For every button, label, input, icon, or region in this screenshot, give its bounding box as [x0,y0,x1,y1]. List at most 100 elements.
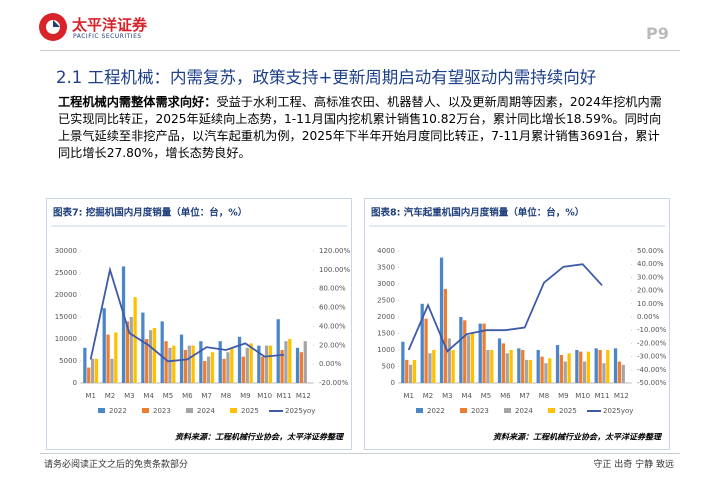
bar [241,356,246,383]
legend-label: 2022 [109,407,127,415]
x-tick-label: M8 [221,392,232,400]
bar [428,353,432,383]
legend-label: 2025yoy [285,407,315,415]
bar [544,363,548,383]
x-tick-label: M2 [105,392,116,400]
bar [517,348,521,383]
bar [183,350,188,383]
x-tick-label: M2 [423,392,434,400]
bar [94,358,99,383]
y2-tick-label: -20.00% [319,379,349,387]
bar [447,338,451,383]
x-tick-label: M12 [614,392,629,400]
y2-tick-label: -30.00% [637,353,667,361]
y-tick-label: 20000 [55,291,77,299]
bar [412,359,417,383]
y-tick-label: 15000 [55,313,77,321]
bar [459,317,463,383]
bar [237,336,242,383]
y2-tick-label: 80.00% [319,285,346,293]
x-tick-label: M4 [461,392,472,400]
bar [210,352,215,383]
bar [230,347,234,383]
x-tick-label: M7 [519,392,530,400]
y2-tick-label: 0.00% [637,313,660,321]
bar [548,358,552,383]
y-tick-label: 2000 [377,313,395,321]
bar [602,363,606,383]
footer-rule [40,453,680,454]
legend-swatch [416,408,423,413]
bar [114,332,118,383]
bar [408,364,413,383]
bar [439,257,444,383]
bar [121,266,126,383]
legend-label: 2025 [241,407,259,415]
x-tick-label: M8 [539,392,550,400]
legend-label: 2025 [559,407,577,415]
legend-swatch [504,408,511,413]
source: 资料来源：工程机械行业协会，太平洋证券整理 [493,433,663,442]
y2-tick-label: 10.00% [637,300,664,308]
y2-tick-label: 20.00% [319,341,346,349]
source: 资料来源：工程机械行业协会，太平洋证券整理 [175,433,345,442]
bar [141,312,145,383]
x-tick-label: M7 [201,392,212,400]
chart-title: 图表8: 汽车起重机国内月度销量（单位：台，%） [371,207,584,219]
y-tick-label: 500 [382,363,395,371]
bar [168,347,172,383]
bar [482,323,486,383]
bar [226,352,230,383]
y-tick-label: 1000 [377,346,395,354]
y2-tick-label: 50.00% [637,247,664,255]
header-rule [40,50,680,51]
legend-swatch [142,408,149,413]
brand: 太平洋证券 [72,16,148,34]
x-tick-label: M11 [277,392,292,400]
bar [528,359,533,383]
bar [191,345,195,383]
footer-right: 守正 出奇 宁静 致远 [593,460,674,470]
bar [110,358,114,383]
bar [555,345,560,383]
paragraph: 工程机械内需整体需求向好：受益于水利工程、高标准农田、机器替人、以及更新周期等因… [58,94,664,162]
y-tick-label: 3000 [377,280,395,288]
bar [567,353,571,383]
y2-tick-label: 120.00% [319,247,350,255]
y-tick-label: 10000 [55,335,77,343]
chart-box: 图表7: 挖掘机国内月度销量（单位：台，%） 0 5000 10000 15000 200… [46,198,352,450]
bar [405,359,409,383]
paragraph-text: 受益于水利工程、高标准农田、机器替人、以及更新周期等因素，2024年挖机内需已实… [58,95,662,160]
legend-label: 2023 [153,407,171,415]
bar [129,317,133,383]
section-title: 2.1 工程机械：内需复苏，政策支持+更新周期启动有望驱动内需持续向好 [56,68,597,87]
bar [172,345,176,383]
x-tick-label: M3 [442,392,453,400]
y2-tick-label: -40.00% [637,366,667,374]
y2-tick-label: 40.00% [637,260,664,268]
line [407,263,603,353]
bar [280,350,284,383]
bar [83,347,87,383]
bar [617,361,622,383]
x-tick-label: M10 [257,392,272,400]
y-tick-label: 5000 [59,357,77,365]
y2-tick-label: 100.00% [319,266,350,274]
bar [264,345,269,383]
x-tick-label: M10 [575,392,590,400]
bar [540,356,544,383]
bar [245,347,249,383]
chart: 图表7: 挖掘机国内月度销量（单位：台，%） 0 5000 10000 15000 200… [51,207,350,442]
bar [490,350,494,383]
x-tick-label: M5 [163,392,174,400]
legend-swatch [548,408,555,413]
bar [133,297,137,383]
y2-tick-label: -10.00% [637,326,667,334]
legend-label: 2024 [515,407,533,415]
bar [463,320,467,383]
bar [148,330,153,383]
logo [39,13,67,41]
x-tick-label: M12 [296,392,311,400]
bar [613,348,618,383]
